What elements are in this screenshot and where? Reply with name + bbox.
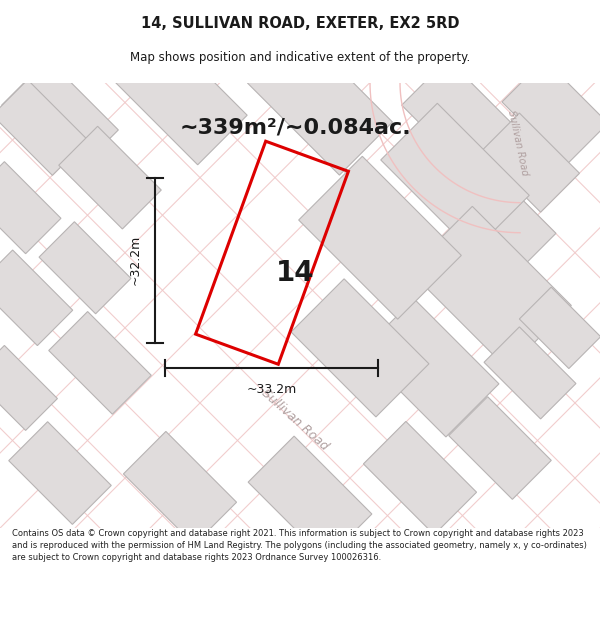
Polygon shape — [2, 59, 118, 176]
Polygon shape — [9, 422, 111, 524]
Polygon shape — [299, 156, 461, 319]
Polygon shape — [49, 311, 151, 414]
Polygon shape — [39, 222, 131, 314]
Text: Sullivan Road: Sullivan Road — [506, 109, 530, 176]
Polygon shape — [409, 206, 571, 369]
Polygon shape — [449, 397, 551, 499]
Text: ~33.2m: ~33.2m — [247, 383, 296, 396]
Polygon shape — [481, 113, 580, 212]
Polygon shape — [0, 162, 61, 254]
Polygon shape — [520, 287, 600, 369]
Text: 14, SULLIVAN ROAD, EXETER, EX2 5RD: 14, SULLIVAN ROAD, EXETER, EX2 5RD — [141, 16, 459, 31]
Text: Contains OS data © Crown copyright and database right 2021. This information is : Contains OS data © Crown copyright and d… — [12, 529, 587, 562]
Polygon shape — [124, 431, 236, 545]
Polygon shape — [401, 59, 518, 176]
Text: Map shows position and indicative extent of the property.: Map shows position and indicative extent… — [130, 51, 470, 64]
Polygon shape — [0, 80, 88, 176]
Polygon shape — [113, 30, 247, 165]
Text: ~32.2m: ~32.2m — [128, 235, 142, 286]
Polygon shape — [0, 346, 58, 431]
Polygon shape — [248, 30, 392, 175]
Polygon shape — [59, 126, 161, 229]
Polygon shape — [364, 421, 476, 535]
Polygon shape — [361, 299, 499, 437]
Polygon shape — [0, 250, 73, 346]
Polygon shape — [502, 59, 600, 166]
Polygon shape — [464, 177, 556, 269]
Polygon shape — [484, 327, 576, 419]
Text: ~339m²/~0.084ac.: ~339m²/~0.084ac. — [179, 118, 411, 138]
Polygon shape — [291, 279, 429, 417]
Polygon shape — [248, 436, 372, 560]
Polygon shape — [381, 103, 529, 252]
Text: Sullivan Road: Sullivan Road — [259, 387, 331, 453]
Text: 14: 14 — [275, 259, 314, 287]
